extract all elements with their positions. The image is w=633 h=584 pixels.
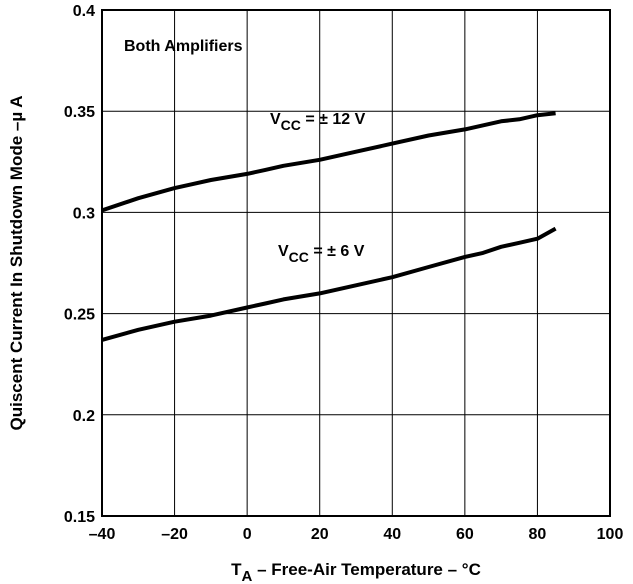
series-label-main: V [270, 111, 281, 128]
series-label-main: V [278, 243, 289, 260]
y-tick-label: 0.15 [64, 509, 95, 526]
y-tick-labels: 0.15 0.2 0.25 0.3 0.35 0.4 [64, 3, 95, 526]
y-tick-label: 0.25 [64, 307, 95, 324]
plot-frame [101, 9, 611, 517]
series-label-sub: CC [281, 117, 301, 133]
y-axis-title: Quiscent Current In Shutdown Mode –µ A [7, 95, 26, 430]
grid-lines [101, 9, 611, 517]
series-label-rest: = ± 6 V [309, 243, 365, 260]
x-axis-title-rest: – Free-Air Temperature – °C [252, 560, 481, 579]
x-axis-title-sub: A [242, 568, 253, 584]
series-line-1 [101, 226, 557, 342]
x-tick-label: 40 [383, 526, 401, 543]
y-tick-label: 0.4 [73, 3, 95, 20]
annotation-both-amplifiers: Both Amplifiers [124, 38, 243, 55]
series-line-0 [101, 111, 556, 213]
series-label-rest: = ± 12 V [301, 111, 366, 128]
x-tick-label: 100 [597, 526, 624, 543]
x-tick-label: 0 [243, 526, 252, 543]
x-tick-label: 20 [311, 526, 329, 543]
series-label-sub: CC [289, 249, 309, 265]
y-tick-label: 0.35 [64, 104, 95, 121]
y-tick-label: 0.2 [73, 408, 95, 425]
y-tick-label: 0.3 [73, 205, 95, 222]
x-tick-label: 80 [529, 526, 547, 543]
x-tick-label: –40 [89, 526, 116, 543]
series-label-vcc-12v: VCC = ± 12 V [270, 111, 366, 133]
x-tick-label: –20 [161, 526, 188, 543]
x-axis-title-main: T [231, 560, 242, 579]
x-tick-labels: –40 –20 0 20 40 60 80 100 [89, 526, 624, 543]
series-layer [101, 111, 557, 342]
x-tick-label: 60 [456, 526, 474, 543]
series-label-vcc-6v: VCC = ± 6 V [278, 243, 365, 265]
x-axis-title: TA – Free-Air Temperature – °C [231, 560, 481, 584]
